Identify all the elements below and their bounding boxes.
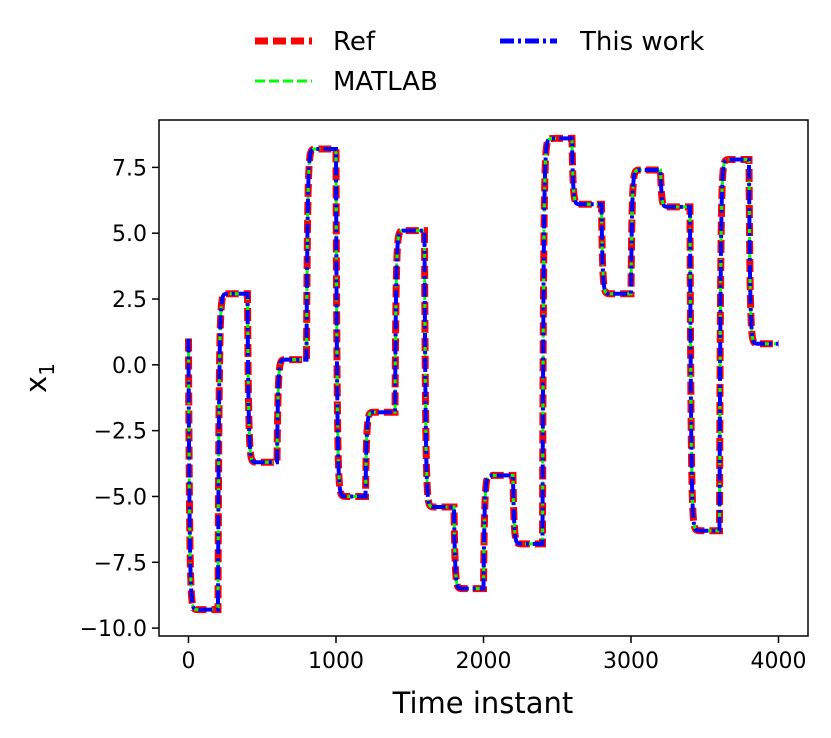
- series-line-this-work: [186, 136, 779, 612]
- y-tick-label: 2.5: [112, 288, 147, 313]
- y-tick-label: 5.0: [112, 222, 147, 247]
- x-tick-label: 0: [182, 649, 196, 674]
- y-tick-label: 7.5: [112, 156, 147, 181]
- x-tick-label: 4000: [751, 649, 807, 674]
- y-axis-label-subscript: 1: [35, 363, 59, 376]
- y-tick-label: −2.5: [94, 420, 147, 445]
- plot-lines: [185, 134, 779, 614]
- y-tick-label: −7.5: [94, 551, 147, 576]
- x-axis-label: Time instant: [392, 686, 574, 720]
- y-tick-label: −10.0: [80, 617, 147, 642]
- x-tick-label: 2000: [456, 649, 512, 674]
- x-axis-ticks: 0 1000 2000 3000 4000: [182, 636, 807, 674]
- y-axis-label: x1: [19, 363, 59, 393]
- legend-matlab-label: MATLAB: [333, 67, 438, 97]
- x-tick-label: 3000: [603, 649, 659, 674]
- legend-thiswork-label: This work: [579, 27, 704, 57]
- y-axis-ticks: 7.5 5.0 2.5 0.0 −2.5 −5.0 −7.5 −10.0: [80, 156, 159, 642]
- legend: Ref This work MATLAB: [255, 27, 704, 97]
- x-tick-label: 1000: [308, 649, 364, 674]
- y-tick-label: −5.0: [94, 485, 147, 510]
- y-tick-label: 0.0: [112, 354, 147, 379]
- y-axis-label-main: x: [19, 376, 53, 393]
- legend-ref-label: Ref: [333, 27, 376, 57]
